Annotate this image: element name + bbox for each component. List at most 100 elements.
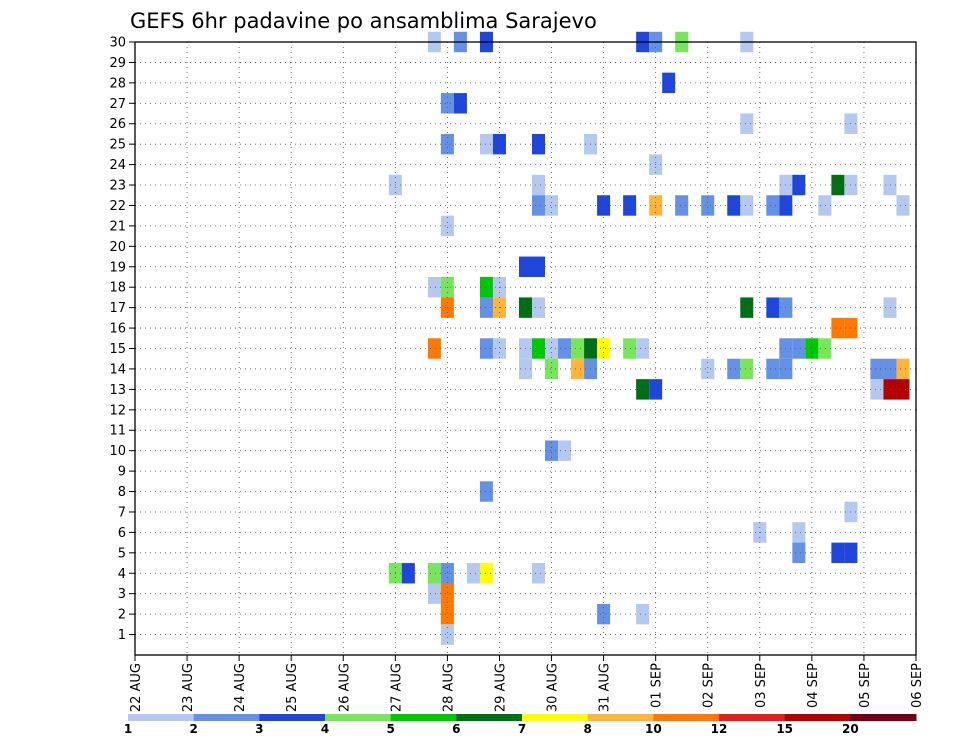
x-tick-label: 26 AUG [337, 663, 352, 712]
x-tick-label: 31 AUG [598, 663, 613, 712]
y-tick-label: 7 [118, 505, 126, 520]
heatmap-cell [532, 297, 546, 318]
heatmap-cell [597, 338, 611, 359]
heatmap-cell [740, 195, 754, 216]
heatmap-cell [558, 338, 572, 359]
y-tick-label: 5 [118, 546, 126, 561]
heatmap-cell [883, 297, 897, 318]
legend-label: 1 [124, 722, 132, 736]
heatmap-cell [427, 583, 441, 604]
x-tick-label: 05 SEP [858, 663, 873, 708]
heatmap-cell [740, 297, 754, 318]
heatmap-cell [623, 338, 637, 359]
heatmap-cell [701, 358, 715, 380]
heatmap-cell [792, 338, 806, 359]
legend-label: 7 [518, 722, 526, 736]
heatmap-cell [492, 133, 506, 155]
legend-label: 10 [645, 722, 662, 736]
legend-swatch [128, 714, 195, 721]
y-tick-label: 14 [109, 362, 126, 377]
heatmap-cell [740, 113, 754, 134]
heatmap-cell [440, 215, 454, 237]
y-tick-label: 30 [109, 36, 126, 51]
heatmap-cell [675, 195, 689, 216]
legend-swatch [850, 714, 917, 721]
legend-swatch [390, 714, 457, 721]
heatmap-cell [701, 195, 715, 216]
heatmap-cell [427, 276, 441, 298]
y-tick-label: 23 [109, 179, 126, 194]
legend-label: 5 [386, 722, 394, 736]
legend-swatch [653, 714, 720, 721]
heatmap-cell [805, 338, 819, 359]
y-tick-label: 17 [109, 301, 126, 316]
heatmap-cell [440, 93, 454, 114]
grid-lines [135, 42, 916, 655]
heatmap-cell [532, 256, 546, 277]
y-tick-label: 16 [109, 322, 126, 337]
x-tick-label: 25 AUG [285, 663, 300, 712]
heatmap-cell [440, 133, 454, 155]
x-tick-label: 27 AUG [389, 663, 404, 712]
legend-label: 6 [452, 722, 460, 736]
y-tick-label: 21 [109, 219, 126, 234]
heatmap-cell [766, 195, 780, 216]
heatmap-cell [883, 379, 897, 400]
heatmap-cell [831, 317, 845, 339]
x-tick-label: 03 SEP [754, 663, 769, 708]
x-tick-label: 30 AUG [546, 663, 561, 712]
legend-label: 12 [711, 722, 728, 736]
heatmap-cell [636, 603, 650, 625]
heatmap-cell [532, 338, 546, 359]
heatmap-cell [662, 72, 676, 94]
heatmap-cell [792, 174, 806, 196]
heatmap-cell [545, 358, 559, 380]
x-tick-label: 22 AUG [129, 663, 144, 712]
heatmap-cell [818, 338, 832, 359]
legend-swatch [193, 714, 260, 721]
heatmap-cell [479, 276, 493, 298]
y-tick-label: 13 [109, 383, 126, 398]
legend-swatch [325, 714, 392, 721]
heatmap-cell [831, 174, 845, 196]
x-tick-label: 23 AUG [181, 663, 196, 712]
heatmap-cell [636, 379, 650, 400]
legend-label: 2 [189, 722, 197, 736]
legend-label: 20 [842, 722, 859, 736]
y-tick-label: 28 [109, 76, 126, 91]
heatmap-cell [831, 542, 845, 564]
y-tick-label: 22 [109, 199, 126, 214]
heatmap-cell [532, 133, 546, 155]
heatmap-cell [896, 195, 910, 216]
x-tick-label: 24 AUG [233, 663, 248, 712]
legend-label: 8 [583, 722, 591, 736]
heatmap-cell [896, 379, 910, 400]
heatmap-cell [792, 522, 806, 543]
x-axis: 22 AUG 23 AUG 24 AUG 25 AUG 26 AUG 27 AUG 28 A… [129, 655, 925, 712]
y-tick-label: 19 [109, 260, 126, 275]
heatmap-cell [597, 195, 611, 216]
heatmap-cells [388, 31, 910, 645]
heatmap-cell [427, 338, 441, 359]
y-tick-label: 3 [118, 587, 126, 602]
heatmap-cell [479, 481, 493, 502]
legend-label: 15 [776, 722, 793, 736]
x-tick-label: 04 SEP [806, 663, 821, 708]
heatmap-cell [479, 563, 493, 584]
heatmap-cell [440, 583, 454, 604]
heatmap-cell [766, 297, 780, 318]
heatmap-cell [532, 195, 546, 216]
heatmap-cell [818, 195, 832, 216]
x-tick-label: 02 SEP [702, 663, 717, 708]
legend-label: 4 [321, 722, 329, 736]
x-tick-label: 29 AUG [493, 663, 508, 712]
legend-swatch [259, 714, 326, 721]
heatmap-cell [440, 624, 454, 645]
heatmap-cell [427, 563, 441, 584]
legend-swatch [587, 714, 654, 721]
y-tick-label: 6 [118, 526, 126, 541]
y-axis: 1234567891011121314151617181920212223242… [109, 36, 135, 643]
heatmap-cell [740, 358, 754, 380]
heatmap-cell [440, 603, 454, 625]
y-tick-label: 9 [118, 465, 126, 480]
